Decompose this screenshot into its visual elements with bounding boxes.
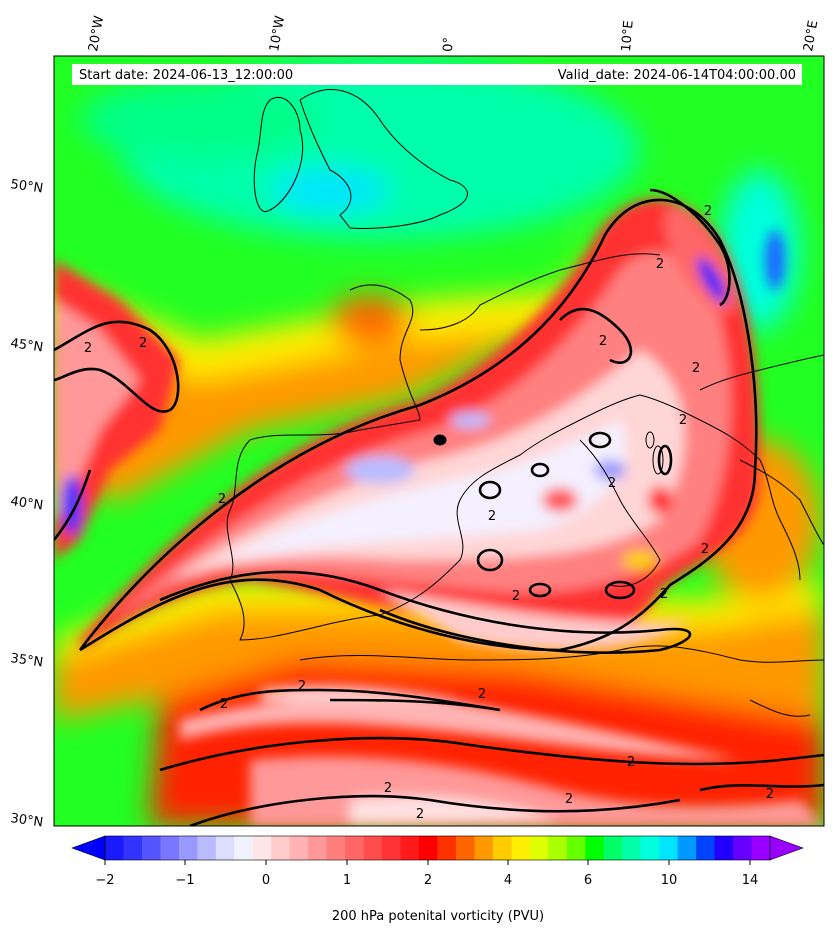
colorbar-tick-label: 0 [262, 873, 270, 888]
colorbar-cell [622, 836, 642, 860]
colorbar-cell [289, 836, 309, 860]
map-frame [53, 55, 825, 827]
contour-label: 2 [512, 589, 520, 604]
colorbar-cell [105, 836, 124, 860]
colorbar-ticks: −2 −1 0 1 2 4 6 10 14 [95, 860, 758, 888]
contour-label: 2 [220, 697, 228, 712]
lat-label: 45°N [9, 336, 44, 355]
colorbar-cell [511, 836, 531, 860]
colorbar-cell [696, 836, 716, 860]
lat-label: 30°N [9, 811, 44, 830]
colorbar-cell [714, 836, 734, 860]
contour-label: 2 [627, 755, 635, 770]
colorbar-cell [419, 836, 438, 860]
colorbar-tick-label: 4 [504, 873, 512, 888]
contour-label: 2 [565, 792, 573, 807]
colorbar-cell [308, 836, 328, 860]
colorbar-tick-label: −1 [175, 873, 194, 888]
colorbar-cells [105, 836, 771, 860]
longitude-labels: 20°W 10°W 0° 10°E 20°E [86, 15, 821, 53]
colorbar-tick-label: 1 [343, 873, 351, 888]
lon-label: 10°W [267, 15, 288, 53]
colorbar-cell [215, 836, 235, 860]
colorbar-cell [234, 836, 254, 860]
colorbar-cell [677, 836, 697, 860]
colorbar-cell [492, 836, 512, 860]
colorbar-cell [345, 836, 365, 860]
contour-label: 2 [660, 587, 668, 602]
contour-label: 2 [608, 476, 616, 491]
colorbar-cell [659, 836, 679, 860]
colorbar-cell [585, 836, 605, 860]
colorbar-cell [197, 836, 217, 860]
lon-label: 20°W [86, 15, 107, 53]
lat-label: 35°N [9, 651, 44, 670]
colorbar-cell [141, 836, 161, 860]
contour-label: 2 [384, 781, 392, 796]
colorbar-tick-label: −2 [95, 873, 114, 888]
colorbar-cell [529, 836, 549, 860]
lat-label: 40°N [9, 494, 44, 513]
contour-label: 2 [704, 204, 712, 219]
lon-label: 10°E [619, 20, 637, 52]
colorbar-tick-label: 6 [584, 873, 592, 888]
colorbar-cell [271, 836, 291, 860]
colorbar-cell [474, 836, 494, 860]
colorbar-cell [160, 836, 180, 860]
colorbar-cell [326, 836, 346, 860]
colorbar-cell [123, 836, 143, 860]
contour-label: 2 [139, 336, 147, 351]
colorbar-cell [252, 836, 272, 860]
contour-label: 2 [84, 341, 92, 356]
colorbar-min-extend [71, 835, 106, 861]
colorbar-cell [382, 836, 402, 860]
colorbar-cell [400, 836, 420, 860]
colorbar-max-extend [769, 835, 804, 861]
contour-label: 2 [766, 787, 774, 802]
colorbar-cell [751, 836, 771, 860]
coastlines [226, 89, 824, 717]
pv-2-contours [54, 188, 824, 826]
colorbar-cell [640, 836, 660, 860]
date-header: Start date: 2024-06-13_12:00:00 Valid_da… [72, 64, 802, 85]
contour-label: 2 [478, 687, 486, 702]
contour-labels: 2 2 2 2 2 2 2 2 2 2 2 2 2 2 2 2 2 2 2 2 2 [84, 204, 774, 822]
colorbar-cell [733, 836, 753, 860]
latitude-labels: 50°N 45°N 40°N 35°N 30°N [9, 177, 44, 830]
contour-label: 2 [692, 361, 700, 376]
colorbar-cell [548, 836, 568, 860]
colorbar-cell [566, 836, 586, 860]
colorbar-cell [455, 836, 475, 860]
colorbar-tick-label: 14 [742, 873, 759, 888]
contour-label: 2 [416, 807, 424, 822]
contour-label: 2 [679, 413, 687, 428]
start-date-label: Start date: 2024-06-13_12:00:00 [79, 68, 293, 83]
valid-date-label: Valid_date: 2024-06-14T04:00:00.00 [558, 68, 796, 83]
colorbar-title: 200 hPa potenital vorticity (PVU) [332, 909, 544, 924]
colorbar-tick-label: 2 [424, 873, 432, 888]
lon-label: 20°E [801, 19, 821, 52]
lat-label: 50°N [9, 177, 44, 196]
contour-label: 2 [656, 257, 664, 272]
contour-label: 2 [298, 679, 306, 694]
colorbar-cell [437, 836, 457, 860]
colorbar-tick-label: 10 [661, 873, 678, 888]
colorbar-cell [178, 836, 198, 860]
contour-label: 2 [218, 492, 226, 507]
contour-label: 2 [599, 334, 607, 349]
contour-label: 2 [488, 509, 496, 524]
colorbar-cell [603, 836, 623, 860]
colorbar: −2 −1 0 1 2 4 6 10 14 200 hPa potenital vorticit… [71, 835, 804, 924]
colorbar-cell [363, 836, 383, 860]
contour-label: 2 [701, 542, 709, 557]
colorbar-frame [104, 835, 771, 861]
lon-label: 0° [441, 37, 457, 52]
pv-field [54, 56, 824, 826]
